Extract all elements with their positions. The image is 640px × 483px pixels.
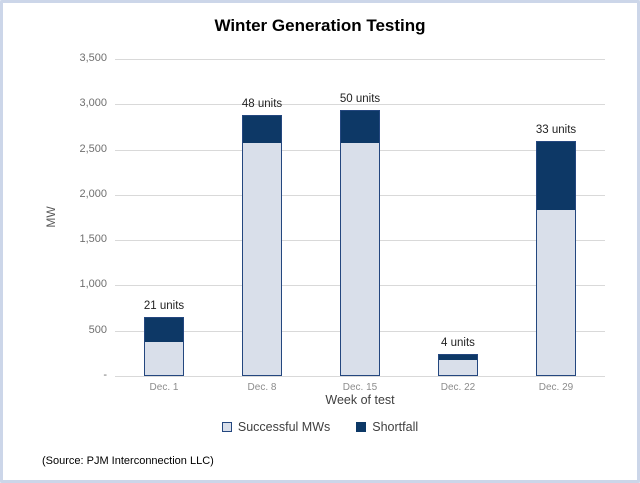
y-tick-label-0: - — [103, 369, 107, 381]
x-axis-title: Week of test — [325, 393, 395, 407]
y-tick-label-500: 500 — [88, 323, 107, 336]
shortfall-segment — [145, 318, 183, 342]
shortfall-segment — [243, 116, 281, 143]
bar-stack-dec-29 — [536, 140, 576, 376]
x-tick-label: Dec. 8 — [247, 382, 277, 393]
legend-item-successful-mws: Successful MWs — [221, 420, 331, 434]
x-tick-label: Dec. 22 — [440, 382, 476, 393]
shortfall-swatch-icon — [356, 422, 367, 432]
gridline-3000 — [115, 104, 605, 106]
y-tick-label-1500: 1,500 — [79, 233, 107, 246]
x-tick-label: Dec. 1 — [149, 382, 179, 393]
successful-mws-swatch-icon — [221, 422, 232, 432]
bar-unit-label: 21 units — [143, 300, 185, 313]
source-note: (Source: PJM Interconnection LLC) — [42, 455, 214, 467]
bar-stack-dec-15 — [340, 110, 380, 376]
bar-stack-dec-1 — [144, 317, 184, 376]
x-tick-label: Dec. 15 — [342, 382, 378, 393]
legend-label-shortfall: Shortfall — [372, 420, 419, 434]
bar-unit-label: 4 units — [441, 337, 475, 350]
y-axis-title: MW — [44, 206, 58, 228]
legend-item-shortfall: Shortfall — [356, 420, 418, 434]
gridline-3500 — [115, 59, 605, 60]
shortfall-segment — [341, 111, 379, 143]
bar-unit-label: 50 units — [339, 93, 381, 106]
y-tick-label-3500: 3,500 — [79, 52, 107, 64]
bar-stack-dec-8 — [242, 115, 282, 376]
bar-stack-dec-22 — [438, 354, 478, 376]
shortfall-segment — [439, 355, 477, 361]
bar-unit-label: 48 units — [241, 98, 283, 111]
x-tick-label: Dec. 29 — [538, 382, 574, 393]
y-tick-label-3000: 3,000 — [79, 97, 107, 110]
gridline-0 — [115, 376, 605, 377]
legend-label-successful-mws: Successful MWs — [237, 420, 331, 434]
y-tick-label-2500: 2,500 — [79, 142, 107, 155]
shortfall-segment — [537, 141, 575, 211]
bar-unit-label: 33 units — [535, 123, 577, 136]
y-tick-label-1000: 1,000 — [79, 278, 107, 291]
chart-title: Winter Generation Testing — [214, 16, 426, 35]
legend: Successful MWs Shortfall — [3, 420, 637, 434]
y-tick-label-2000: 2,000 — [79, 187, 107, 200]
